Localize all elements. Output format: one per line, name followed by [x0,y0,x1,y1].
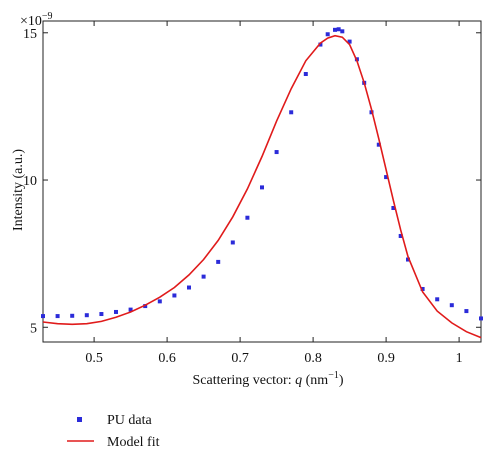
model-fit-line [42,34,482,339]
plot-frame [42,20,482,343]
data-point [70,313,75,318]
x-tick-label: 1 [456,351,463,366]
data-point [347,39,352,44]
data-point [384,175,389,180]
data-point [201,274,206,279]
data-point [333,27,337,32]
y-tick-label: 15 [23,27,37,42]
data-point [303,72,308,77]
data-point [55,314,60,319]
legend-marker-pu-data [77,417,82,422]
y-tick-label: 5 [30,321,37,336]
data-point [84,313,89,318]
x-axis-label: Scattering vector: q (nm−1) [192,370,343,388]
data-point [420,286,425,291]
y-axis-label: Intensity (a.u.) [11,149,26,231]
legend: PU data Model fit [67,413,160,450]
data-point [376,142,381,147]
legend-label-pu-data: PU data [107,413,153,428]
x-tick-label: 0.8 [304,351,322,366]
data-point [274,150,279,155]
data-point [99,312,104,317]
y-tick-label: 10 [23,174,37,189]
data-point [449,303,454,308]
data-point [464,309,469,314]
x-axis: 0.5 0.6 0.7 0.8 0.9 1 [85,21,463,366]
data-point [245,215,250,220]
data-point [260,185,264,190]
data-point [340,29,345,34]
x-tick-label: 0.7 [231,351,249,366]
data-point [172,293,177,298]
x-tick-label: 0.5 [85,351,103,366]
data-point [435,297,440,302]
data-point [230,240,235,245]
data-point [479,316,483,321]
y-axis: 5 10 15 [23,27,481,336]
data-point [114,309,118,314]
data-point [398,233,403,238]
data-point [216,259,221,264]
x-tick-label: 0.6 [158,351,176,366]
legend-label-model-fit: Model fit [107,435,160,450]
y-multiplier-label: ×10−9 [20,11,53,29]
x-tick-label: 0.9 [377,351,395,366]
data-point [325,32,330,37]
data-point [318,42,323,47]
series-model-fit [42,34,482,339]
data-point [187,285,191,290]
data-point [406,257,410,262]
data-point [128,307,133,312]
data-point [289,110,294,115]
data-point [41,314,45,319]
data-point [157,299,162,304]
data-point [391,206,396,211]
data-point [336,27,341,32]
